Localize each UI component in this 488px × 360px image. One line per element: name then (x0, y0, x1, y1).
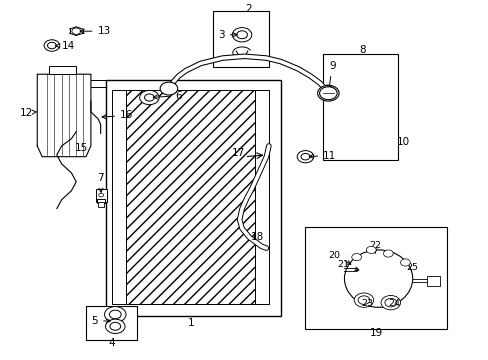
Text: 10: 10 (396, 138, 409, 147)
Circle shape (232, 28, 251, 42)
Polygon shape (37, 74, 91, 157)
Circle shape (297, 150, 313, 163)
Text: 11: 11 (309, 150, 336, 161)
Text: 17: 17 (231, 148, 245, 158)
Circle shape (384, 298, 396, 307)
Bar (212, 12, 268, 67)
Circle shape (72, 28, 81, 35)
Text: 5: 5 (91, 316, 110, 326)
Text: 14: 14 (56, 41, 75, 51)
Bar (97, 199, 105, 203)
Text: 15: 15 (74, 143, 87, 153)
Circle shape (236, 31, 247, 39)
Circle shape (353, 293, 373, 307)
Bar (125, 90, 256, 304)
Bar (427, 276, 439, 286)
Text: 6: 6 (153, 91, 182, 101)
Circle shape (109, 310, 121, 319)
Circle shape (47, 42, 56, 49)
Text: 13: 13 (80, 26, 110, 36)
Bar (98, 202, 104, 207)
Circle shape (357, 296, 369, 305)
Text: 8: 8 (359, 45, 365, 55)
Circle shape (110, 322, 121, 330)
Text: 25: 25 (406, 264, 418, 273)
Text: 16: 16 (102, 111, 133, 121)
Bar (255, 90, 268, 304)
Bar (105, 80, 281, 316)
Circle shape (105, 319, 125, 333)
Circle shape (104, 307, 126, 322)
Text: 2: 2 (244, 4, 251, 14)
Circle shape (99, 193, 103, 197)
Text: 20: 20 (328, 251, 350, 264)
Circle shape (319, 87, 336, 100)
Circle shape (380, 296, 400, 310)
Text: 24: 24 (388, 299, 400, 308)
Circle shape (351, 253, 361, 261)
Text: 23: 23 (361, 299, 373, 308)
Text: 3: 3 (218, 30, 237, 40)
Text: 1: 1 (187, 319, 194, 328)
Circle shape (366, 246, 375, 253)
Bar (112, 90, 125, 304)
Bar (96, 189, 106, 202)
Circle shape (301, 153, 309, 160)
Circle shape (144, 94, 154, 101)
Text: 19: 19 (369, 328, 382, 338)
Text: 4: 4 (108, 338, 115, 348)
Text: 18: 18 (250, 232, 264, 242)
Text: 22: 22 (368, 241, 381, 253)
Text: 7: 7 (97, 173, 104, 192)
Circle shape (383, 250, 392, 257)
Text: 9: 9 (327, 61, 335, 89)
Bar (49, 66, 76, 74)
Circle shape (160, 82, 177, 95)
Circle shape (44, 40, 60, 51)
Bar (322, 54, 397, 160)
Bar (86, 306, 137, 339)
Circle shape (317, 85, 338, 101)
Ellipse shape (344, 250, 412, 307)
Bar (305, 226, 446, 329)
Text: 12: 12 (20, 108, 36, 118)
Circle shape (140, 90, 159, 105)
Circle shape (400, 259, 409, 266)
Text: 21: 21 (336, 260, 358, 271)
